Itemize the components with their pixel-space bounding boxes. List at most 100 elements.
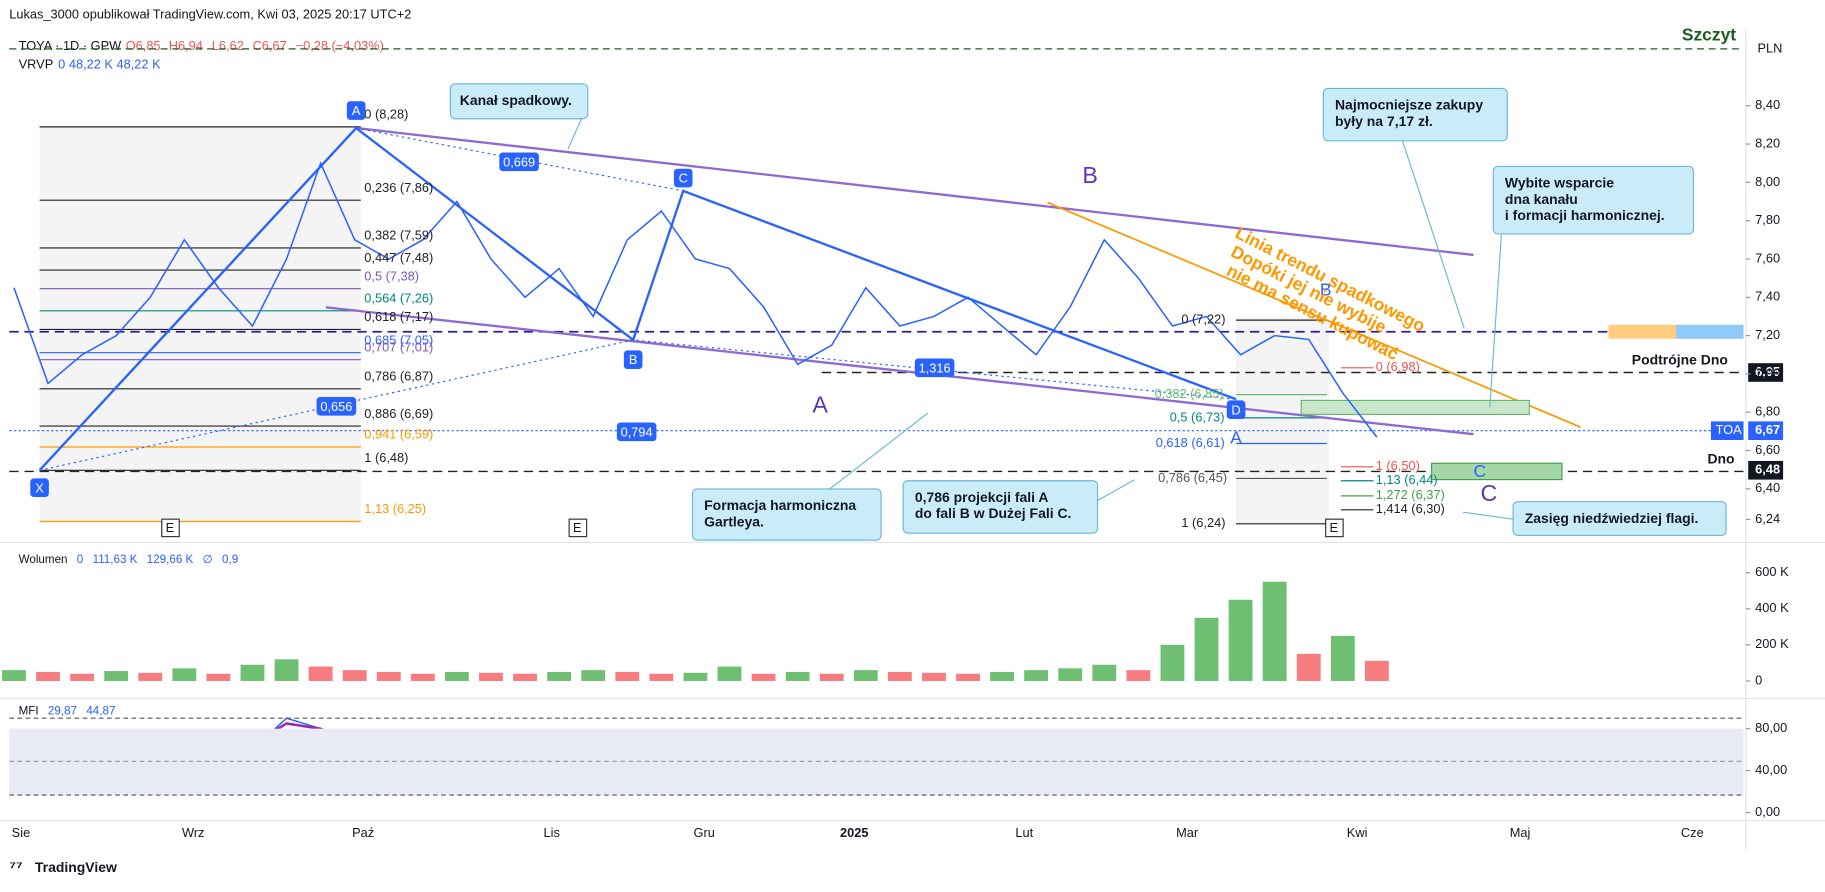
y-tick-label: 8,00 — [1755, 174, 1780, 189]
volume-bar — [1058, 668, 1083, 681]
fib-label: 0,5 (6,73) — [1170, 409, 1225, 424]
ratio-box — [616, 422, 657, 442]
x-tick-label: Wrz — [182, 825, 205, 840]
fib-label: 1,13 (6,25) — [364, 501, 426, 516]
change: −0,28 (−4,03%) — [296, 38, 384, 53]
x-tick-label: Cze — [1681, 825, 1704, 840]
volume-bar — [1364, 660, 1389, 681]
y-tick-label: 600 K — [1755, 564, 1789, 579]
point-label: B — [629, 352, 638, 367]
volume-bar — [853, 670, 878, 681]
volume-bar — [785, 671, 810, 681]
legend-item: 111,63 K — [93, 553, 138, 566]
point-box — [1226, 400, 1246, 420]
fib-label: 1,13 (6,44) — [1376, 472, 1438, 487]
pattern-labels: A X B C D 0,669 0,656 1,316 0,794 — [30, 101, 1246, 498]
y-tick-label: 7,20 — [1755, 327, 1780, 342]
y-tick-label: 6,24 — [1755, 511, 1780, 526]
volume-bar — [104, 671, 129, 681]
wave: A — [1230, 427, 1242, 447]
x-tick-label: Paź — [352, 825, 374, 840]
level-label: Dno — [1707, 450, 1734, 466]
volume-bar — [308, 666, 333, 681]
y-tick-label: 40,00 — [1755, 762, 1787, 777]
badge-text: 6,67 — [1755, 422, 1780, 437]
callout-text: Zasięg niedźwiedziej flagi. — [1525, 510, 1699, 526]
legend-item: 0,9 — [222, 553, 238, 566]
y-tick-label: 6,60 — [1755, 442, 1780, 457]
x-tick-label: Mar — [1176, 825, 1199, 840]
point-label: D — [1231, 402, 1240, 417]
fib-label: 0,5 (7,38) — [364, 268, 419, 283]
volume-bar — [1160, 644, 1185, 681]
vrvp-bar — [1676, 324, 1744, 339]
fib-label: 0,685 (7,05) — [364, 332, 433, 347]
channel-top — [356, 126, 1474, 257]
point-box — [623, 350, 643, 370]
badge-text: TOA — [1716, 422, 1743, 437]
open: O6,85 — [126, 38, 161, 53]
badge — [1748, 421, 1784, 441]
volume-bar — [274, 659, 299, 681]
legend-item: 44,87 — [86, 704, 115, 717]
callout-text: Najmocniejsze zakupy — [1335, 97, 1483, 113]
level-label: Podtrójne Dno — [1632, 352, 1728, 368]
legend-item: 0 — [77, 553, 84, 566]
wave: C — [1474, 461, 1487, 481]
e-box — [161, 518, 180, 538]
zone — [1431, 462, 1563, 481]
channel-bottom — [325, 306, 1474, 436]
point-box — [673, 168, 693, 188]
event: E — [573, 520, 582, 535]
point-label: A — [352, 103, 361, 118]
x-tick-label: Maj — [1510, 825, 1531, 840]
callout-text: 0,786 projekcji fali A — [915, 489, 1049, 505]
wave: B — [1320, 280, 1332, 300]
fib-label: 0 (8,28) — [364, 107, 408, 122]
gartley — [38, 126, 1237, 472]
x-tick-label: Gru — [693, 825, 714, 840]
fib-label: 0,941 (6,59) — [364, 427, 433, 442]
fib-label: 0,886 (6,69) — [364, 406, 433, 421]
volume-bar — [36, 671, 60, 681]
e-box — [1325, 518, 1344, 538]
zone — [1300, 399, 1530, 415]
vrvp-values: 0 48,22 K 48,22 K — [58, 57, 161, 72]
callout-text: były na 7,17 zł. — [1335, 113, 1433, 129]
badge — [1748, 460, 1784, 480]
y-tick-label: 400 K — [1755, 600, 1789, 615]
fib-label: 0,618 (7,17) — [364, 309, 433, 324]
y-tick-label: 0,00 — [1755, 804, 1780, 819]
footer-logo: TradingView — [35, 859, 117, 875]
fib-label: 0 (7,22) — [1181, 311, 1225, 326]
point-label: X — [35, 480, 44, 495]
y-tick-label: 200 K — [1755, 636, 1789, 651]
volume-bar — [410, 673, 435, 681]
legend-item: ∅ — [203, 553, 213, 566]
y-tick-label: 7,80 — [1755, 212, 1780, 227]
fib-label: 0 (6,98) — [1376, 359, 1420, 374]
callout-text: Wybite wsparcie — [1505, 175, 1614, 191]
volume-bar — [547, 671, 572, 681]
volume-bar — [990, 671, 1015, 681]
volume-bar — [922, 672, 946, 681]
point-box — [346, 101, 366, 120]
trendline — [1047, 201, 1581, 429]
volume-bar — [1228, 599, 1253, 681]
pointer — [1462, 511, 1514, 520]
volume-bar — [70, 673, 95, 681]
callout-text: dna kanału — [1505, 191, 1578, 207]
publisher: Lukas_3000 opublikował TradingView.com, … — [9, 7, 411, 22]
fib-label: 0,618 (6,61) — [1156, 435, 1225, 450]
volume-bar — [444, 671, 469, 681]
y-tick-label: 8,20 — [1755, 135, 1780, 150]
fib-label: 1 (6,48) — [364, 450, 408, 465]
y-tick-label: 8,40 — [1755, 97, 1780, 112]
volume-bar — [717, 666, 742, 681]
volume-bar — [376, 671, 401, 681]
x-tick-label: Kwi — [1347, 825, 1368, 840]
callout-text: Gartleya. — [704, 513, 764, 529]
fib-label: 1 (6,50) — [1376, 458, 1420, 473]
fib-label: 1 (6,24) — [1181, 515, 1225, 530]
